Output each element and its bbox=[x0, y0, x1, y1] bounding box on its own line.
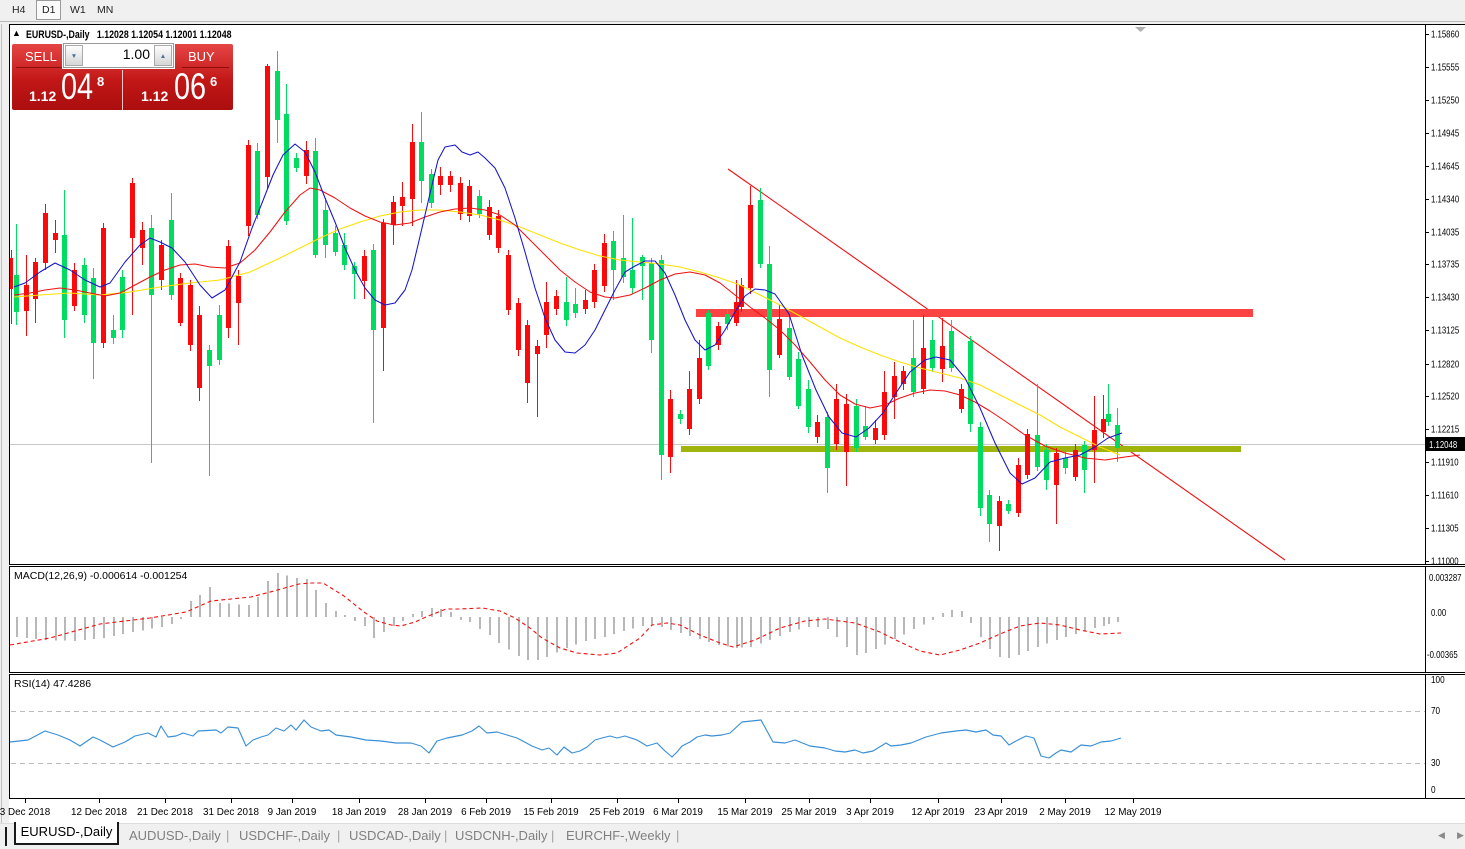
svg-text:28 Jan 2019: 28 Jan 2019 bbox=[398, 807, 453, 818]
svg-text:1.12820: 1.12820 bbox=[1431, 359, 1459, 370]
svg-text:2 May 2019: 2 May 2019 bbox=[1039, 807, 1091, 818]
svg-text:25 Feb 2019: 25 Feb 2019 bbox=[589, 807, 645, 818]
svg-text:1.11610: 1.11610 bbox=[1431, 490, 1459, 501]
svg-text:1.12215: 1.12215 bbox=[1431, 424, 1459, 435]
svg-text:0.00: 0.00 bbox=[1431, 607, 1446, 618]
svg-text:1.11000: 1.11000 bbox=[1431, 556, 1459, 567]
svg-text:1.15860: 1.15860 bbox=[1431, 29, 1459, 40]
svg-text:1.12520: 1.12520 bbox=[1431, 391, 1459, 402]
svg-text:1.13430: 1.13430 bbox=[1431, 292, 1459, 303]
svg-text:3 Apr 2019: 3 Apr 2019 bbox=[846, 807, 894, 818]
svg-text:6 Mar 2019: 6 Mar 2019 bbox=[653, 807, 703, 818]
svg-text:1.13735: 1.13735 bbox=[1431, 259, 1459, 270]
svg-text:MACD(12,26,9) -0.000614 -0.001: MACD(12,26,9) -0.000614 -0.001254 bbox=[14, 570, 188, 582]
svg-text:6 Feb 2019: 6 Feb 2019 bbox=[461, 807, 511, 818]
svg-text:0: 0 bbox=[1431, 784, 1436, 795]
svg-text:-0.00365: -0.00365 bbox=[1427, 649, 1458, 660]
svg-text:25 Mar 2019: 25 Mar 2019 bbox=[781, 807, 837, 818]
svg-text:1.14035: 1.14035 bbox=[1431, 227, 1459, 238]
svg-text:0.003287: 0.003287 bbox=[1429, 572, 1461, 583]
svg-text:15 Feb 2019: 15 Feb 2019 bbox=[523, 807, 579, 818]
svg-text:12 Apr 2019: 12 Apr 2019 bbox=[911, 807, 964, 818]
svg-text:15 Mar 2019: 15 Mar 2019 bbox=[717, 807, 773, 818]
svg-text:1.14645: 1.14645 bbox=[1431, 161, 1459, 172]
svg-text:70: 70 bbox=[1431, 705, 1440, 716]
svg-text:1.14945: 1.14945 bbox=[1431, 128, 1459, 139]
svg-text:RSI(14) 47.4286: RSI(14) 47.4286 bbox=[14, 678, 91, 690]
svg-text:3 Dec 2018: 3 Dec 2018 bbox=[0, 807, 51, 818]
svg-text:21 Dec 2018: 21 Dec 2018 bbox=[137, 807, 193, 818]
svg-text:12 Dec 2018: 12 Dec 2018 bbox=[71, 807, 127, 818]
svg-text:30: 30 bbox=[1431, 757, 1440, 768]
svg-text:100: 100 bbox=[1431, 674, 1445, 685]
svg-text:31 Dec 2018: 31 Dec 2018 bbox=[203, 807, 259, 818]
svg-text:1.13125: 1.13125 bbox=[1431, 325, 1459, 336]
svg-text:1.15250: 1.15250 bbox=[1431, 95, 1459, 106]
svg-text:1.14340: 1.14340 bbox=[1431, 194, 1459, 205]
svg-text:12 May 2019: 12 May 2019 bbox=[1105, 807, 1162, 818]
svg-text:1.11910: 1.11910 bbox=[1431, 457, 1459, 468]
svg-text:1.15555: 1.15555 bbox=[1431, 62, 1459, 73]
svg-text:1.12048: 1.12048 bbox=[1429, 439, 1457, 450]
svg-text:9 Jan 2019: 9 Jan 2019 bbox=[268, 807, 317, 818]
svg-text:23 Apr 2019: 23 Apr 2019 bbox=[974, 807, 1027, 818]
svg-text:18 Jan 2019: 18 Jan 2019 bbox=[332, 807, 387, 818]
svg-text:1.11305: 1.11305 bbox=[1431, 523, 1459, 534]
